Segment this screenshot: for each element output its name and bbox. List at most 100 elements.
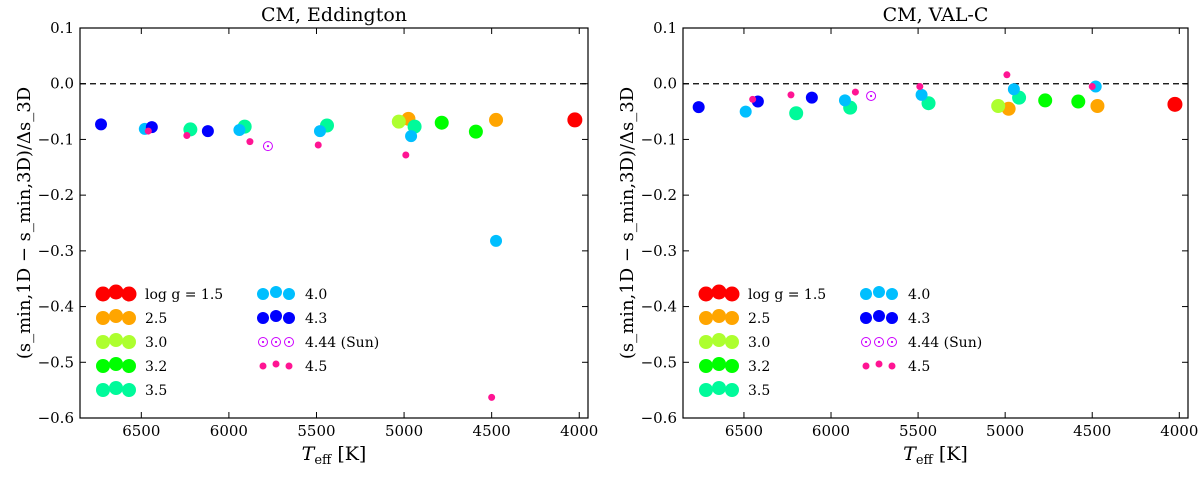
x-tick-label: 4000 bbox=[1160, 422, 1198, 440]
legend-marker bbox=[96, 359, 110, 373]
legend-entry: 4.0 bbox=[257, 286, 327, 303]
data-point bbox=[1007, 83, 1020, 96]
legend-entry: 3.0 bbox=[96, 333, 167, 351]
data-point bbox=[789, 106, 804, 121]
legend-marker bbox=[122, 383, 136, 397]
legend-entry: 3.0 bbox=[699, 333, 770, 351]
legend-label: 2.5 bbox=[748, 311, 770, 327]
legend-marker bbox=[724, 286, 740, 302]
data-point bbox=[1167, 96, 1183, 112]
legend-label: log g = 1.5 bbox=[748, 287, 826, 303]
legend-marker bbox=[875, 360, 883, 368]
legend-entry: log g = 1.5 bbox=[698, 284, 826, 303]
data-point bbox=[692, 101, 705, 114]
legend-marker bbox=[283, 312, 295, 324]
legend-marker bbox=[886, 288, 898, 300]
y-tick-label: −0.3 bbox=[38, 242, 74, 260]
data-point bbox=[488, 393, 496, 401]
y-tick-label: −0.2 bbox=[641, 186, 677, 204]
x-tick-label: 5000 bbox=[385, 422, 423, 440]
y-tick-label: −0.6 bbox=[641, 409, 677, 427]
legend-label: log g = 1.5 bbox=[145, 287, 223, 303]
y-tick-label: −0.6 bbox=[38, 409, 74, 427]
legend-marker bbox=[699, 383, 713, 397]
plot-frame bbox=[682, 27, 1189, 419]
y-tick-label: −0.2 bbox=[38, 186, 74, 204]
data-point bbox=[144, 127, 152, 135]
data-point bbox=[262, 141, 273, 152]
legend-label: 4.5 bbox=[908, 359, 930, 375]
y-tick-label: 0.0 bbox=[50, 75, 74, 93]
legend-marker bbox=[873, 310, 885, 322]
data-point bbox=[233, 123, 246, 136]
chart-panel-1: CM, Eddington 6500 6000 5500 5000 4500 4000 0.1… bbox=[14, 4, 598, 468]
data-point bbox=[991, 99, 1006, 113]
y-tick-label: 0.0 bbox=[653, 75, 677, 93]
legend-label: 3.0 bbox=[145, 335, 167, 351]
x-tick-label: 6000 bbox=[210, 422, 248, 440]
legend-marker bbox=[122, 359, 136, 373]
legend-marker bbox=[270, 286, 282, 298]
legend-marker bbox=[860, 312, 872, 324]
legend-marker bbox=[109, 309, 123, 323]
y-tick-label: −0.4 bbox=[641, 298, 677, 316]
legend-marker bbox=[270, 310, 282, 322]
data-point bbox=[1003, 71, 1011, 79]
legend-entry: 4.0 bbox=[860, 286, 930, 303]
chart-panel-2: CM, VAL-C 6500 6000 5500 5000 4500 4000 0.1 0.0 −… bbox=[617, 4, 1198, 468]
data-point bbox=[314, 141, 322, 149]
legend-marker bbox=[283, 288, 295, 300]
x-tick-label: 6000 bbox=[812, 422, 850, 440]
data-point bbox=[489, 112, 504, 127]
legend-marker bbox=[711, 284, 727, 300]
legend-marker bbox=[888, 362, 896, 370]
legend-marker bbox=[122, 311, 136, 325]
legend-marker bbox=[96, 383, 110, 397]
legend-label: 4.44 (Sun) bbox=[908, 335, 982, 351]
data-point bbox=[787, 91, 795, 99]
y-tick-label: −0.3 bbox=[641, 242, 677, 260]
x-axis-label: Teff [K] bbox=[903, 443, 968, 468]
legend-entry: 4.3 bbox=[860, 310, 930, 327]
legend-marker bbox=[862, 362, 870, 370]
legend-marker bbox=[284, 337, 294, 347]
legend-label: 3.0 bbox=[748, 335, 770, 351]
legend-label: 3.2 bbox=[145, 359, 167, 375]
legend-entry: 4.5 bbox=[259, 359, 327, 375]
legend-entry: 3.5 bbox=[699, 381, 770, 399]
legend-marker bbox=[712, 309, 726, 323]
data-point bbox=[391, 114, 406, 129]
legend-marker bbox=[887, 337, 897, 347]
data-point bbox=[246, 138, 254, 146]
legend-marker bbox=[258, 337, 268, 347]
legend-marker bbox=[699, 335, 713, 349]
legend-marker bbox=[725, 359, 739, 373]
legend-marker bbox=[874, 337, 884, 347]
y-tick-label: −0.5 bbox=[641, 353, 677, 371]
legend-label: 3.5 bbox=[145, 383, 167, 399]
legend-label: 4.3 bbox=[908, 311, 930, 327]
legend-marker bbox=[712, 357, 726, 371]
legend-marker bbox=[259, 362, 267, 370]
legend-label: 3.5 bbox=[748, 383, 770, 399]
legend-entry: 3.5 bbox=[96, 381, 167, 399]
legend-entry: 2.5 bbox=[699, 309, 770, 327]
legend-marker bbox=[725, 383, 739, 397]
x-tick-label: 4500 bbox=[473, 422, 511, 440]
legend-entry: 4.5 bbox=[862, 359, 930, 375]
plot-frame bbox=[79, 27, 589, 419]
legend-entry: 4.3 bbox=[257, 310, 327, 327]
x-tick-label: 4500 bbox=[1073, 422, 1111, 440]
legend-entry: log g = 1.5 bbox=[95, 284, 223, 303]
legend-marker bbox=[109, 333, 123, 347]
data-point bbox=[183, 132, 191, 140]
data-point bbox=[95, 118, 108, 131]
legend-label: 3.2 bbox=[748, 359, 770, 375]
legend-label: 4.3 bbox=[305, 311, 327, 327]
legend-entry: 3.2 bbox=[699, 357, 770, 375]
legend-marker bbox=[285, 362, 293, 370]
y-tick-label: 0.1 bbox=[50, 19, 74, 37]
y-tick-label: −0.4 bbox=[38, 298, 74, 316]
data-point bbox=[1088, 83, 1096, 90]
y-tick-label: −0.5 bbox=[38, 353, 74, 371]
